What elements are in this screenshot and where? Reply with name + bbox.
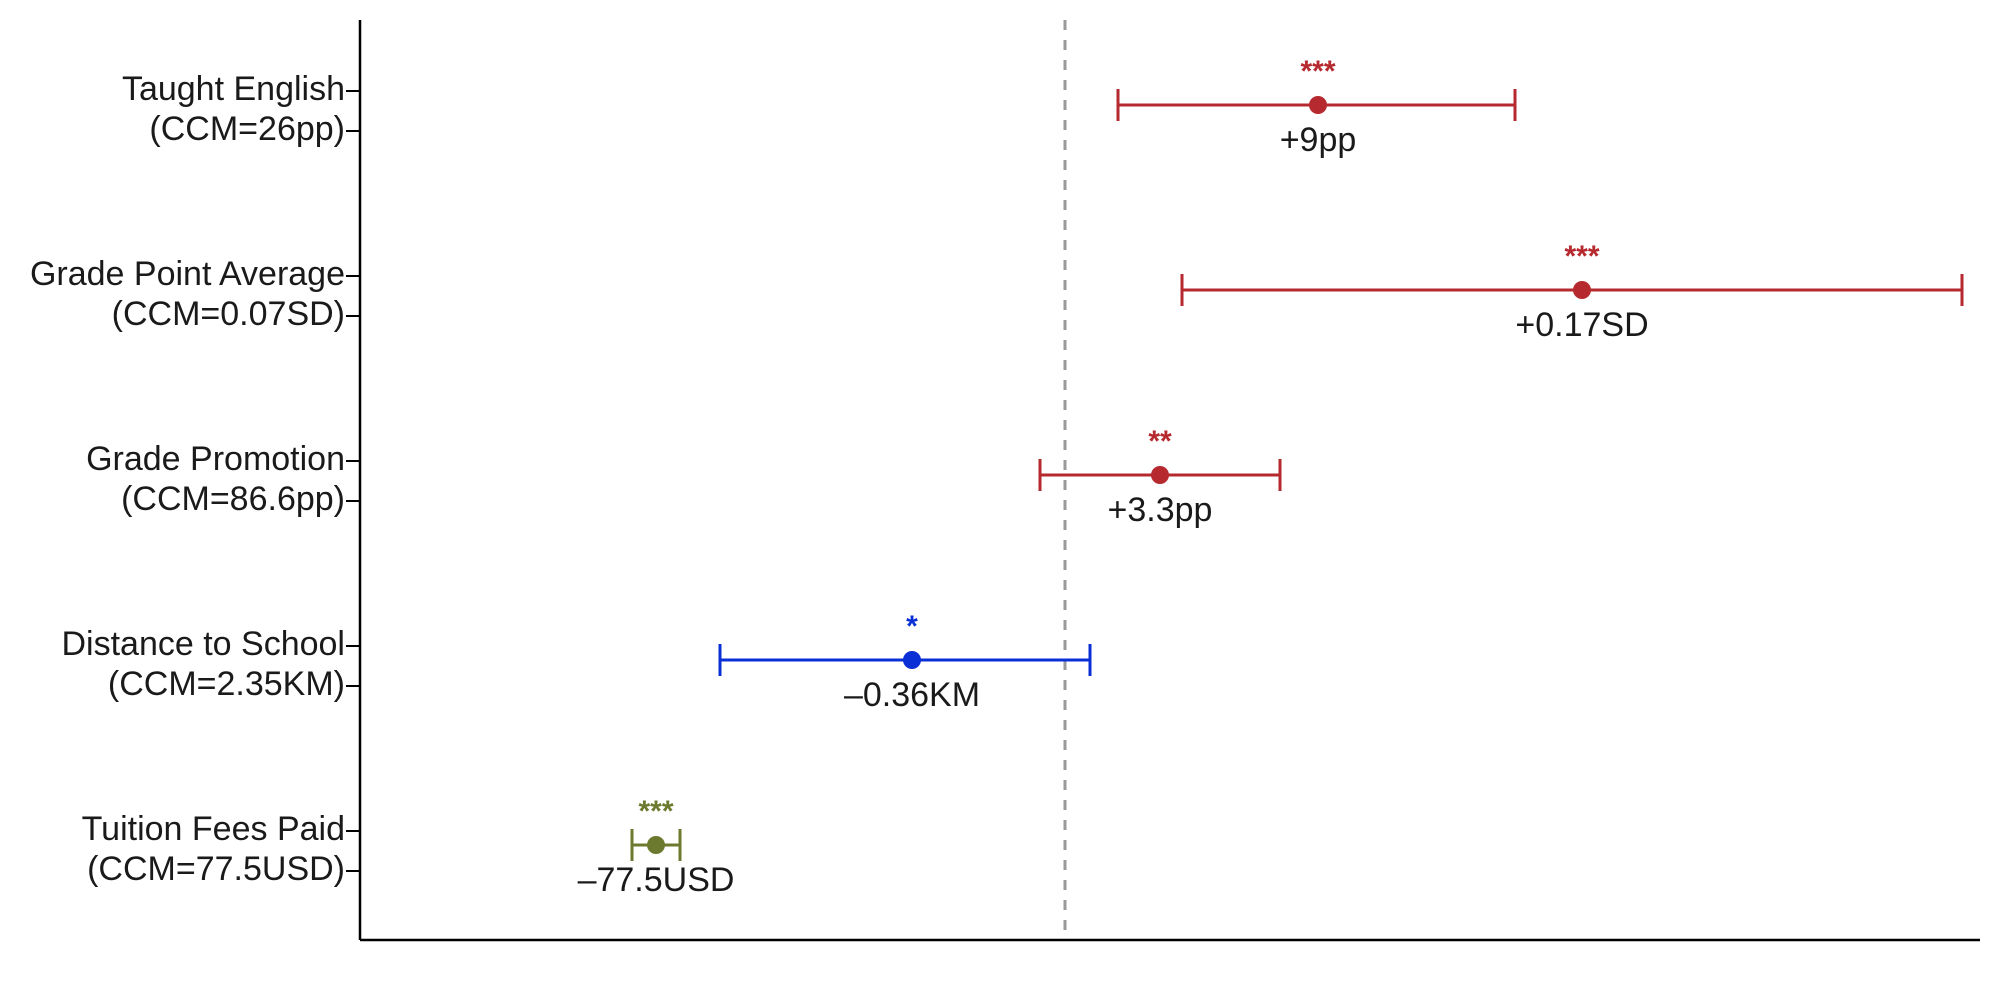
significance-stars: *** [1564, 240, 1599, 273]
point-estimate [1309, 96, 1327, 114]
row-label-line2: (CCM=2.35KM) [108, 665, 345, 703]
row-label-line2: (CCM=26pp) [149, 110, 345, 148]
row-label-line1: Grade Point Average [30, 255, 345, 293]
point-estimate [903, 651, 921, 669]
significance-stars: ** [1148, 425, 1172, 458]
effect-value: –77.5USD [578, 861, 735, 899]
row-label-line2: (CCM=0.07SD) [112, 295, 345, 333]
point-estimate [647, 836, 665, 854]
effect-value: +9pp [1280, 121, 1357, 159]
row-label-line1: Tuition Fees Paid [82, 810, 345, 848]
effect-value: +3.3pp [1108, 491, 1213, 529]
point-estimate [1151, 466, 1169, 484]
effect-value: +0.17SD [1515, 306, 1648, 344]
effect-value: –0.36KM [844, 676, 980, 714]
row-label-line1: Grade Promotion [86, 440, 345, 478]
point-estimate [1573, 281, 1591, 299]
row-label-line1: Taught English [122, 70, 345, 108]
significance-stars: * [906, 610, 918, 643]
row-label-line2: (CCM=77.5USD) [87, 850, 345, 888]
row-label-line1: Distance to School [62, 625, 346, 663]
significance-stars: *** [638, 795, 673, 828]
significance-stars: *** [1300, 55, 1335, 88]
forest-plot: Taught English(CCM=26pp)***+9ppGrade Poi… [0, 0, 2000, 990]
row-label-line2: (CCM=86.6pp) [121, 480, 345, 518]
